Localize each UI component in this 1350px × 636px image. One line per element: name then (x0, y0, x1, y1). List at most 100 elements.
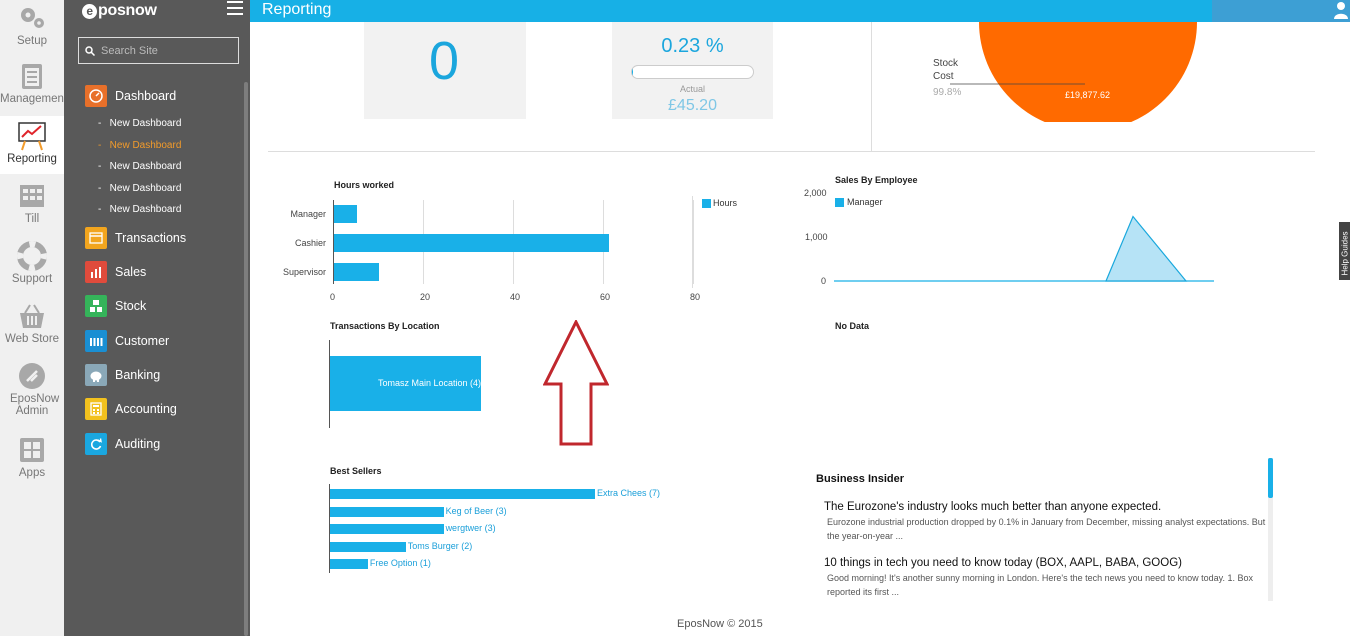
piggy-bank-icon (85, 364, 107, 386)
rail-support[interactable]: Support (0, 238, 64, 296)
sub-new-dashboard-2[interactable]: - New Dashboard (98, 140, 182, 151)
location-axis (329, 340, 330, 428)
footer-copyright: EposNow © 2015 (677, 618, 763, 630)
y-category-label: Supervisor (282, 267, 326, 277)
bar-label-best-seller: Keg of Beer (3) (445, 505, 507, 516)
sub-new-dashboard-1[interactable]: - New Dashboard (98, 118, 182, 129)
rail-label: Apps (18, 467, 46, 479)
best-sellers-axis (329, 484, 330, 573)
menu-stock[interactable]: Stock (85, 294, 146, 318)
admin-icon (19, 363, 45, 389)
gears-icon (21, 8, 44, 28)
boxes-icon (85, 295, 107, 317)
menu-sales[interactable]: Sales (85, 260, 146, 284)
menu-label: Customer (115, 334, 170, 348)
bar-best-seller[interactable] (330, 506, 444, 517)
header-user-area (1212, 0, 1350, 22)
news-headline-1[interactable]: The Eurozone's industry looks much bette… (824, 501, 1162, 513)
kpi-progress-bar (631, 65, 754, 79)
menu-auditing[interactable]: Auditing (85, 432, 160, 456)
till-icon (20, 185, 44, 207)
search-box (78, 37, 239, 64)
rail-apps[interactable]: Apps (0, 432, 64, 490)
x-tick-label: 0 (330, 292, 336, 302)
rail-label: Web Store (4, 333, 60, 345)
eposnow-logo[interactable]: e posnow (82, 1, 157, 21)
sidebar-scrollbar[interactable] (244, 82, 248, 636)
bar-location[interactable] (330, 356, 481, 411)
news-scrollbar[interactable] (1268, 458, 1273, 601)
kpi-count-value: 0 (429, 31, 460, 91)
rail-reporting[interactable]: Reporting (0, 116, 64, 174)
menu-label: Transactions (115, 231, 187, 245)
bar-label-best-seller: Toms Burger (2) (407, 540, 473, 551)
area-series-manager[interactable] (1105, 215, 1188, 282)
legend-swatch-manager (835, 198, 844, 207)
sub-new-dashboard-3[interactable]: - New Dashboard (98, 161, 182, 172)
rail-eposnow-admin[interactable]: EposNow Admin (0, 358, 64, 428)
logo-mark: e (82, 3, 97, 19)
sub-label: New Dashboard (109, 183, 182, 194)
news-title: Business Insider (816, 473, 905, 485)
help-guides-label: Help Guides (1340, 231, 1350, 276)
pie-value-label: £19,877.62 (1065, 90, 1111, 100)
rail-label: Setup (16, 35, 48, 47)
rail-label: Till (24, 213, 40, 225)
apps-grid-icon (20, 438, 44, 462)
bar-hours[interactable] (334, 234, 609, 252)
sub-label: New Dashboard (109, 140, 182, 151)
menu-transactions[interactable]: Transactions (85, 226, 186, 250)
chart-title-best-sellers: Best Sellers (330, 466, 382, 476)
bar-best-seller[interactable] (330, 489, 595, 499)
y-tick-2000: 2,000 (804, 188, 827, 198)
chart-title-hours: Hours worked (334, 180, 395, 190)
rail-setup[interactable]: Setup (0, 0, 64, 58)
rail-till[interactable]: Till (0, 178, 64, 236)
news-headline-2[interactable]: 10 things in tech you need to know today… (824, 557, 1182, 569)
sub-label: New Dashboard (109, 118, 182, 129)
menu-accounting[interactable]: Accounting (85, 397, 177, 421)
legend-label-manager: Manager (847, 197, 883, 207)
bar-best-seller[interactable] (330, 541, 406, 552)
menu-banking[interactable]: Banking (85, 363, 160, 387)
help-guides-tab[interactable]: Help Guides (1339, 222, 1350, 280)
y-tick-1000: 1,000 (805, 232, 828, 242)
bar-label-best-seller: Free Option (1) (369, 558, 431, 568)
x-tick-label: 40 (510, 292, 521, 302)
icon-rail: Setup Management Reporting Ti (0, 0, 67, 636)
user-icon[interactable] (1333, 1, 1349, 19)
menu-label: Stock (115, 299, 147, 313)
card-icon (85, 227, 107, 249)
search-input[interactable] (101, 44, 231, 57)
bar-best-seller[interactable] (330, 524, 444, 534)
rail-label: EposNow Admin (10, 393, 60, 417)
kpi-actual-label: Actual (679, 84, 705, 94)
stock-cost-pie (950, 22, 1197, 122)
refresh-icon (85, 433, 107, 455)
legend-divider (692, 196, 693, 288)
menu-label: Banking (115, 368, 161, 382)
dashboard-icon (85, 85, 107, 107)
bar-hours[interactable] (334, 263, 379, 281)
menu-dashboard[interactable]: Dashboard (85, 84, 176, 108)
sub-new-dashboard-5[interactable]: - New Dashboard (98, 204, 182, 215)
rail-web-store[interactable]: Web Store (0, 298, 64, 356)
menu-label: Accounting (115, 402, 177, 416)
legend-label-hours: Hours (713, 198, 738, 208)
bar-hours[interactable] (334, 205, 357, 223)
rail-management[interactable]: Management (0, 58, 67, 116)
sub-label: New Dashboard (109, 161, 182, 172)
pie-label-line1: Stock (933, 58, 959, 69)
hamburger-menu-icon[interactable] (227, 1, 243, 17)
pie-slice-stock-cost[interactable] (979, 22, 1197, 122)
section-divider (871, 22, 872, 151)
grid-line (693, 200, 694, 284)
legend-swatch-hours (702, 199, 711, 208)
chart-easel-icon (18, 122, 46, 151)
sub-new-dashboard-4[interactable]: - New Dashboard (98, 183, 182, 194)
bar-best-seller[interactable] (330, 559, 368, 569)
x-tick-label: 80 (690, 292, 701, 302)
menu-customer[interactable]: Customer (85, 329, 169, 353)
